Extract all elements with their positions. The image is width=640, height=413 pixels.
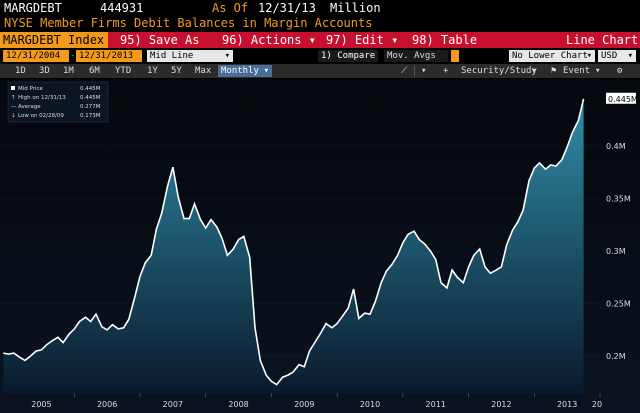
actions-menu[interactable]: 96) Actions ▾ (222, 33, 316, 47)
security-description: NYSE Member Firms Debit Balances in Marg… (4, 16, 373, 30)
y-tick-label: 0.35M (606, 195, 631, 204)
legend-label: Low on 02/28/09 (18, 113, 64, 119)
period-1d[interactable]: 1D (15, 66, 26, 76)
chart-type-label[interactable]: Line Chart (566, 33, 639, 47)
chevron-down-icon[interactable]: ▾ (595, 66, 601, 76)
x-tick-label: 2007 (163, 400, 183, 409)
period-1y[interactable]: 1Y (147, 66, 158, 76)
frequency-select[interactable]: Monthly ▾ (218, 65, 272, 77)
chevron-down-icon: ▾ (586, 51, 592, 61)
add-icon[interactable]: + (443, 66, 449, 76)
date-separator: - (70, 51, 76, 61)
period-5y[interactable]: 5Y (171, 66, 182, 76)
last-value: 444931 (100, 1, 144, 15)
average-marker-icon: — (11, 104, 17, 110)
security-header: MARGDEBT 444931 As Of 12/31/13 Million (0, 0, 640, 17)
y-tick-label: 0.25M (606, 300, 631, 309)
dropdown-icon[interactable]: ▾ (421, 66, 427, 76)
period-max[interactable]: Max (195, 66, 212, 76)
period-ytd[interactable]: YTD (115, 66, 132, 76)
compare-button[interactable]: 1) Compare (318, 50, 378, 62)
x-tick-label: 2011 (426, 400, 446, 409)
chevron-down-icon: ▾ (627, 51, 633, 61)
legend-value: 0.445M (80, 95, 101, 101)
legend-entry: — Average 0.277M (11, 104, 101, 110)
low-marker-icon: ↓ (11, 112, 16, 119)
x-tick-label: 2012 (491, 400, 511, 409)
toolbar-divider (414, 66, 415, 76)
period-6m[interactable]: 6M (89, 66, 100, 76)
x-tick-label: 20 (592, 400, 602, 409)
event-button[interactable]: Event (563, 66, 591, 76)
end-date-field[interactable]: 12/31/2013 (76, 50, 142, 62)
chevron-down-icon: ▾ (263, 66, 269, 76)
menu-bar: MARGDEBT Index 95) Save As 96) Actions ▾… (0, 32, 640, 48)
chart-settings-row: 12/31/2004 - 12/31/2013 Mid Line ▾ 1) Com… (0, 49, 640, 63)
series-area (3, 98, 584, 394)
legend-value: 0.277M (80, 104, 101, 110)
legend-value: 0.173M (80, 113, 101, 119)
security-field[interactable]: MARGDEBT Index (0, 32, 108, 48)
chevron-down-icon: ▾ (308, 33, 316, 47)
legend: Mid Price 0.445M ↑ High on 12/31/13 0.44… (7, 81, 109, 123)
x-tick-label: 2005 (31, 400, 51, 409)
legend-box (7, 81, 109, 123)
table-button[interactable]: 98) Table (412, 33, 478, 47)
chart-style-select[interactable]: Mid Line ▾ (147, 50, 233, 62)
chevron-down-icon[interactable]: ▾ (531, 66, 537, 76)
last-value-text: 0.445M (608, 95, 638, 104)
x-axis: 2005 2006 2007 2008 2009 2010 2011 2012 2013 20 (31, 393, 602, 409)
event-icon[interactable]: ⚑ (551, 66, 557, 76)
edit-menu[interactable]: 97) Edit ▾ (326, 33, 399, 47)
legend-entry: ↓ Low on 02/28/09 0.173M (11, 112, 101, 119)
unit-label: Million (330, 1, 381, 15)
security-study-button[interactable]: Security/Study (461, 66, 537, 76)
save-as-button[interactable]: 95) Save As (120, 33, 200, 47)
mov-avgs-dropdown[interactable] (451, 50, 459, 62)
y-tick-label: 0.4M (606, 142, 626, 151)
mov-avgs-button[interactable]: Mov. Avgs (384, 50, 448, 62)
as-of-date: 12/31/13 (258, 1, 316, 15)
y-axis: 0.2M 0.25M 0.3M 0.35M 0.4M (606, 142, 631, 361)
settings-icon[interactable]: ⚙ (617, 66, 623, 76)
period-3d[interactable]: 3D (39, 66, 50, 76)
as-of-label: As Of (212, 1, 249, 15)
legend-entry: ↑ High on 12/31/13 0.445M (11, 94, 101, 101)
legend-label: High on 12/31/13 (18, 95, 66, 101)
chevron-down-icon: ▾ (224, 51, 230, 61)
high-marker-icon: ↑ (11, 94, 16, 101)
start-date-field[interactable]: 12/31/2004 (3, 50, 69, 62)
draw-line-icon[interactable]: ⟋ (401, 66, 408, 76)
period-1m[interactable]: 1M (63, 66, 74, 76)
legend-entry: Mid Price 0.445M (11, 86, 101, 92)
y-tick-label: 0.2M (606, 352, 626, 361)
x-tick-label: 2013 (557, 400, 577, 409)
legend-value: 0.445M (80, 86, 101, 92)
legend-label: Mid Price (18, 86, 44, 92)
legend-label: Average (18, 104, 41, 110)
x-tick-label: 2008 (228, 400, 248, 409)
lower-chart-select[interactable]: No Lower Chart ▾ (509, 50, 595, 62)
legend-swatch (11, 86, 15, 90)
last-value-label: 0.445M (606, 92, 638, 104)
period-toolbar: 1D 3D 1M 6M YTD 1Y 5Y Max Monthly ▾ ⟋ ▾ +… (0, 64, 640, 78)
x-tick-label: 2009 (294, 400, 314, 409)
series-line (3, 98, 585, 386)
ticker: MARGDEBT (4, 1, 62, 15)
chevron-down-icon: ▾ (391, 33, 399, 47)
x-tick-label: 2006 (97, 400, 117, 409)
y-tick-label: 0.3M (606, 247, 626, 256)
currency-select[interactable]: USD ▾ (598, 50, 636, 62)
x-tick-label: 2010 (360, 400, 380, 409)
